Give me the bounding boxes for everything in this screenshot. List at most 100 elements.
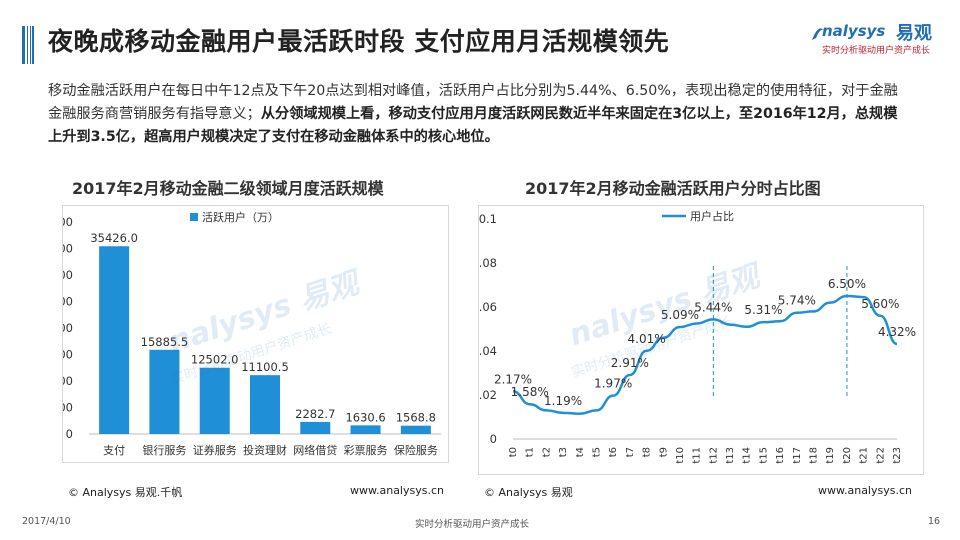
right-website: www.analysys.cn [818, 484, 912, 497]
footer-date: 2017/4/10 [22, 516, 71, 527]
x-tick-label: t23 [892, 447, 903, 464]
bar-chart: 0 5000 10000 15000 20000 25000 30000 35000 40000… [36, 210, 441, 457]
x-tick-label: 保险服务 [394, 443, 438, 457]
x-tick-label: t17 [792, 447, 803, 464]
bar-chart-panel: 0 5000 10000 15000 20000 25000 30000 35000 40000… [36, 205, 449, 463]
y-tick-label: 20000 [63, 321, 73, 335]
data-label: 1.97% [594, 377, 632, 391]
series-line [512, 294, 898, 415]
footer-slogan: 实时分析驱动用户资产成长 [415, 519, 530, 530]
legend-label: 用户占比 [690, 209, 734, 223]
y-tick-label: 40000 [63, 215, 73, 229]
x-tick-label: t21 [859, 447, 870, 464]
data-label: 1.19% [544, 394, 582, 408]
bar [199, 367, 230, 434]
summary-part1: 移动金融活跃用户在每日中午12点及下午20点达到相对峰值，活跃用户占比分别为5.… [48, 83, 898, 122]
y-tick-label: 5000 [63, 401, 73, 415]
data-label: 4.01% [628, 332, 666, 346]
y-tick-label: 0 [490, 432, 497, 446]
x-tick-label: 支付 [103, 444, 125, 457]
bar [300, 421, 331, 434]
bar [350, 425, 381, 434]
x-tick-label: t20 [842, 447, 853, 464]
page-title: 夜晚成移动金融用户最活跃时段 支付应用月活规模领先 [48, 27, 670, 56]
x-tick-label: t4 [575, 447, 586, 457]
x-tick-label: t7 [625, 447, 636, 457]
y-tick-label: 10000 [63, 374, 73, 388]
logo-swoosh-icon [812, 28, 824, 40]
logo-brand-en: nalysys [822, 22, 886, 40]
y-tick-label: 0.02 [479, 388, 497, 402]
x-tick-label: t22 [875, 447, 886, 464]
data-label: 2.91% [611, 356, 649, 370]
bar [99, 246, 130, 434]
x-tick-label: t16 [775, 447, 786, 464]
x-tick-label: t15 [758, 447, 769, 464]
y-tick-label: 0.08 [479, 256, 497, 270]
x-tick-label: t5 [591, 447, 602, 457]
legend-swatch [190, 213, 198, 221]
bar-value-label: 12502.0 [191, 353, 239, 367]
x-tick-label: 彩票服务 [344, 444, 388, 457]
data-label: 4.32% [878, 325, 916, 339]
title-accent-bar [22, 26, 34, 64]
x-tick-label: t2 [541, 447, 552, 457]
page-number: 16 [928, 516, 941, 527]
x-tick-label: 银行服务 [142, 443, 186, 457]
bar-value-label: 1568.8 [396, 411, 436, 425]
line-chart: 0 0.02 0.04 0.06 0.08 0.1 t0 t1 t2 t3 t4 t5 t6 t7 t8 t9… [471, 209, 916, 464]
x-tick-label: t11 [692, 447, 703, 464]
data-label: 6.50% [828, 277, 866, 291]
y-tick-label: 0.04 [479, 344, 497, 358]
data-label: 5.09% [661, 308, 699, 322]
left-chart-title: 2017年2月移动金融二级领域月度活跃规模 [72, 179, 384, 198]
x-tick-label: t8 [642, 447, 653, 457]
right-chart-title: 2017年2月移动金融活跃用户分时占比图 [525, 179, 821, 198]
bar-value-label: 15885.5 [141, 335, 189, 349]
y-tick-label: 15000 [63, 348, 73, 362]
y-tick-label: 0.1 [479, 212, 497, 226]
data-label: 5.60% [861, 297, 899, 311]
bar [400, 425, 431, 434]
y-tick-label: 0.06 [479, 300, 497, 314]
data-label: 1.58% [511, 385, 549, 399]
data-label: 5.44% [694, 300, 732, 314]
x-tick-label: t14 [742, 447, 753, 464]
data-label: 5.74% [778, 294, 816, 308]
summary-part2: 从分领域规模上看，移动支付应用月度活跃网民数近半年来固定在3亿以上，至2016年… [48, 106, 898, 145]
left-source: © Analysys 易观.千帆 [68, 486, 183, 499]
bar-value-label: 1630.6 [345, 410, 385, 424]
left-website: www.analysys.cn [350, 484, 444, 497]
bar [250, 375, 280, 434]
y-tick-label: 30000 [63, 268, 73, 282]
bar-value-label: 11100.5 [241, 360, 289, 374]
bar-value-label: 2282.7 [295, 407, 335, 421]
x-tick-label: t9 [658, 447, 669, 457]
x-tick-label: t13 [725, 447, 736, 464]
bar [149, 349, 180, 434]
logo-brand-cn: 易观 [896, 23, 932, 44]
x-tick-label: 投资理财 [243, 443, 287, 457]
x-tick-label: t3 [558, 447, 569, 457]
x-tick-label: t10 [675, 447, 686, 464]
legend-label: 活跃用户（万） [202, 210, 279, 224]
bar-value-label: 35426.0 [90, 231, 138, 245]
x-tick-label: 证券服务 [193, 443, 237, 457]
y-tick-label: 35000 [63, 242, 73, 256]
right-source: © Analysys 易观 [484, 486, 573, 499]
y-tick-label: 0 [66, 427, 73, 441]
logo-tagline: 实时分析驱动用户资产成长 [822, 46, 931, 56]
analysys-logo: nalysys 易观 实时分析驱动用户资产成长 [810, 22, 945, 62]
x-tick-label: t19 [825, 447, 836, 464]
y-tick-label: 25000 [63, 295, 73, 309]
x-tick-label: t6 [608, 447, 619, 457]
x-tick-label: t1 [525, 447, 536, 457]
x-tick-label: t18 [809, 447, 820, 464]
x-tick-label: 网络借贷 [293, 443, 337, 457]
summary-text: 移动金融活跃用户在每日中午12点及下午20点达到相对峰值，活跃用户占比分别为5.… [48, 80, 910, 149]
data-label: 5.31% [744, 303, 782, 317]
data-label: 2.17% [494, 372, 532, 386]
line-chart-panel: 0 0.02 0.04 0.06 0.08 0.1 t0 t1 t2 t3 t4 t5 t6 t7 t8 t9… [471, 205, 924, 475]
x-tick-label: t12 [708, 447, 719, 464]
x-tick-label: t0 [508, 447, 519, 457]
